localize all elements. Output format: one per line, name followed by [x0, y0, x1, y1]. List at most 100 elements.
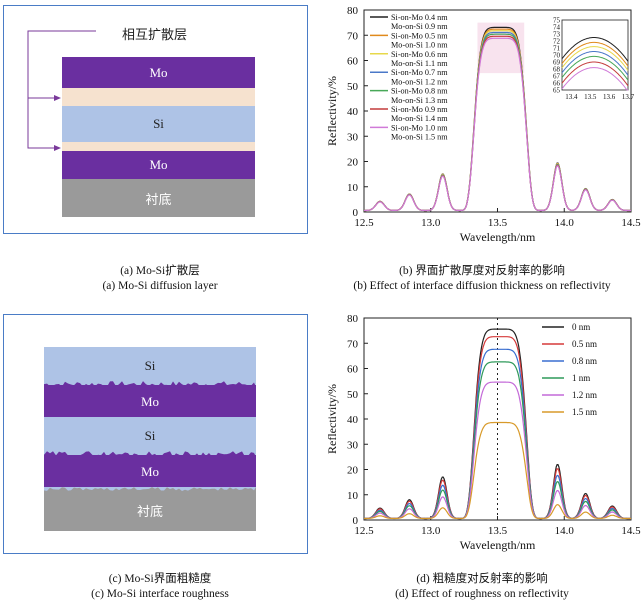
- legend-label: Mo-on-Si 1.3 nm: [391, 96, 448, 105]
- caption-b-cn: (b) 界面扩散厚度对反射率的影响: [399, 265, 565, 277]
- inset-y-tick-label: 75: [553, 17, 561, 25]
- interdiffusion-layer-2: [62, 142, 255, 151]
- legend-label: Mo-on-Si 0.9 nm: [391, 22, 448, 31]
- inset-series-line: [561, 61, 629, 87]
- y-tick-label: 40: [347, 414, 359, 426]
- mo-layer-bottom: Mo: [140, 464, 160, 479]
- caption-c-en: (c) Mo-Si interface roughness: [91, 588, 229, 600]
- y-tick-label: 50: [347, 81, 359, 93]
- x-tick-label: 14.0: [555, 217, 575, 229]
- caption-b: (b) 界面扩散厚度对反射率的影响 (b) Effect of interfac…: [322, 264, 642, 294]
- legend-label: Si-on-Mo 1.0 nm: [391, 123, 448, 132]
- y-tick-label: 80: [347, 313, 359, 325]
- caption-d: (d) 粗糙度对反射率的影响 (d) Effect of roughness o…: [322, 572, 642, 602]
- inset-y-tick-label: 74: [553, 24, 561, 32]
- series-line: [364, 381, 631, 520]
- legend-label: 0 nm: [572, 322, 590, 332]
- y-tick-label: 70: [347, 30, 359, 42]
- inset-y-tick-label: 73: [553, 31, 561, 39]
- y-tick-label: 10: [347, 182, 359, 194]
- inset-y-tick-label: 65: [553, 87, 561, 95]
- chart-b: 12.5 13.0 13.5 14.0 14.5 0 10 20 30 40 50 60 70 80 Wav…: [325, 5, 641, 244]
- inset-x-tick-label: 13.5: [584, 93, 597, 101]
- x-tick-label: 14.0: [555, 525, 575, 537]
- legend-label: Mo-on-Si 1.4 nm: [391, 114, 448, 123]
- legend-label: 0.8 nm: [572, 356, 597, 366]
- inset-series-line: [561, 41, 629, 67]
- legend-label: Mo-on-Si 1.1 nm: [391, 59, 448, 68]
- legend-label: 0.5 nm: [572, 339, 597, 349]
- legend-label: Si-on-Mo 0.7 nm: [391, 68, 448, 77]
- roughness-stack: [44, 347, 256, 531]
- y-tick-label: 20: [347, 465, 359, 477]
- y-tick-label: 80: [347, 5, 359, 17]
- series-line: [364, 421, 631, 520]
- substrate-layer: 衬底: [62, 179, 255, 217]
- y-tick-label: 40: [347, 106, 359, 118]
- caption-d-en: (d) Effect of roughness on reflectivity: [395, 588, 569, 600]
- inset-x-tick-label: 13.4: [565, 93, 578, 101]
- caption-d-cn: (d) 粗糙度对反射率的影响: [416, 573, 548, 585]
- legend-label: Si-on-Mo 0.8 nm: [391, 87, 448, 96]
- series-line: [364, 348, 631, 520]
- inset-series-line: [561, 37, 629, 62]
- mo-layer-top: Mo: [62, 57, 255, 88]
- x-tick-label: 13.0: [421, 217, 441, 229]
- chart-d: 12.5 13.0 13.5 14.0 14.5 0 10 20 30 40 50 60 70 80 Wav…: [325, 313, 641, 552]
- legend-label: Mo-on-Si 1.5 nm: [391, 133, 448, 142]
- x-tick-label: 12.5: [354, 217, 374, 229]
- y-tick-label: 70: [347, 338, 359, 350]
- caption-b-en: (b) Effect of interface diffusion thickn…: [353, 280, 611, 292]
- inset-y-tick-label: 66: [553, 80, 561, 88]
- inset-y-tick-label: 72: [553, 38, 561, 46]
- inset-y-tick-label: 67: [553, 73, 561, 81]
- caption-a: (a) Mo-Si扩散层 (a) Mo-Si diffusion layer: [0, 264, 320, 294]
- legend-label: Mo-on-Si 1.2 nm: [391, 77, 448, 86]
- legend-label: Si-on-Mo 0.5 nm: [391, 31, 448, 40]
- series-line: [364, 361, 631, 520]
- x-axis-label: Wavelength/nm: [460, 538, 536, 552]
- inset-series-line: [561, 51, 629, 76]
- x-tick-label: 13.5: [488, 217, 508, 229]
- inset-series-line: [561, 67, 629, 91]
- x-tick-label: 13.0: [421, 525, 441, 537]
- caption-c: (c) Mo-Si界面粗糙度 (c) Mo-Si interface rough…: [0, 572, 320, 602]
- legend-label: 1.2 nm: [572, 390, 597, 400]
- legend-label: Si-on-Mo 0.6 nm: [391, 50, 448, 59]
- si-layer-top: Si: [144, 358, 156, 373]
- inset-y-tick-label: 70: [553, 52, 561, 60]
- y-tick-label: 30: [347, 131, 359, 143]
- inset-series-line: [561, 55, 629, 81]
- y-tick-label: 0: [353, 207, 359, 219]
- interdiffusion-label: 相互扩散层: [122, 27, 188, 42]
- mo-layer-bottom: Mo: [62, 151, 255, 179]
- legend-label: 1.5 nm: [572, 407, 597, 417]
- si-layer: Si: [62, 106, 255, 142]
- interdiffusion-arrows: [27, 30, 96, 151]
- interdiffusion-layer-1: [62, 88, 255, 106]
- inset-x-tick-label: 13.6: [603, 93, 616, 101]
- legend-label: 1 nm: [572, 373, 590, 383]
- y-tick-label: 20: [347, 157, 359, 169]
- legend-label: Si-on-Mo 0.9 nm: [391, 105, 448, 114]
- x-tick-label: 14.5: [621, 217, 641, 229]
- y-tick-label: 60: [347, 364, 359, 376]
- x-tick-label: 12.5: [354, 525, 374, 537]
- y-tick-label: 50: [347, 389, 359, 401]
- y-tick-label: 30: [347, 439, 359, 451]
- y-tick-label: 10: [347, 490, 359, 502]
- inset-x-tick-label: 13.7: [622, 93, 635, 101]
- si-layer-middle: Si: [144, 428, 156, 443]
- panel-a-frame: 相互扩散层 Mo Si Mo 衬底: [3, 5, 308, 234]
- inset-y-tick-label: 71: [553, 45, 561, 53]
- y-tick-label: 60: [347, 56, 359, 68]
- inset-y-tick-label: 68: [553, 66, 561, 74]
- series-line: [364, 336, 631, 520]
- caption-a-en: (a) Mo-Si diffusion layer: [102, 280, 218, 292]
- y-axis-label: Reflectivity/%: [325, 76, 339, 146]
- panel-c-frame: Si Mo Si Mo 衬底: [3, 314, 308, 554]
- inset-series-line: [561, 46, 629, 71]
- legend-label: Mo-on-Si 1.0 nm: [391, 41, 448, 50]
- y-axis-label: Reflectivity/%: [325, 384, 339, 454]
- legend-label: Si-on-Mo 0.4 nm: [391, 13, 448, 22]
